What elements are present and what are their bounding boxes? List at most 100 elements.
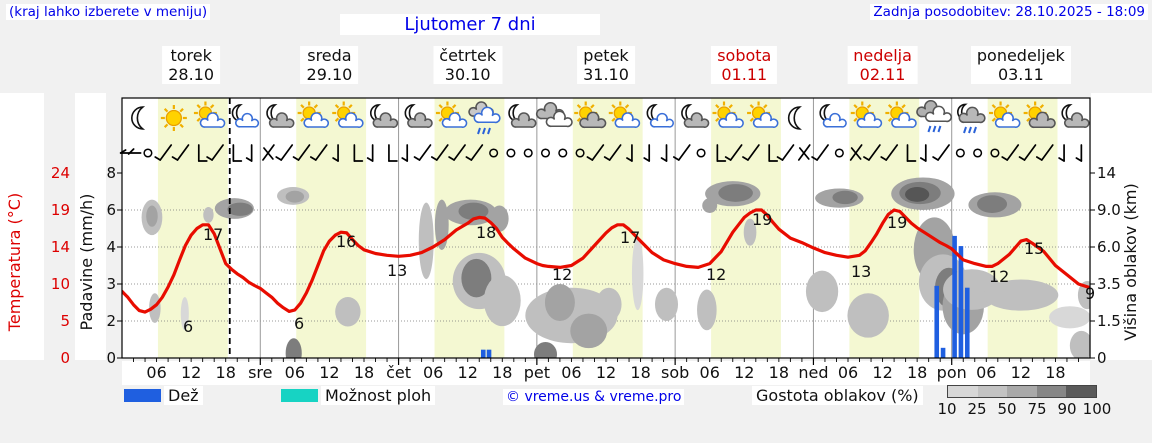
temp-tick: 24 [51,164,70,182]
density-segment [977,386,1008,397]
rain-bar [934,285,940,358]
temp-tick: 10 [51,275,70,293]
day-header-nedelja: nedelja 02.11 [847,46,918,84]
cloud-blob [570,313,608,349]
wind-barb [388,144,398,162]
wind-barb [672,144,691,161]
cloud-blob [483,275,521,327]
density-label: 90 [1057,400,1077,418]
wind-barb [811,144,829,161]
wind-barb [1018,144,1037,161]
temperature-curve [122,208,1090,314]
cloud-blob [458,202,489,220]
cloud-tick: 0 [1097,349,1107,367]
wind-barb [292,144,311,161]
wind-barb [119,148,142,155]
temperature-value-label: 6 [183,317,193,336]
wind-barb [643,144,651,162]
wind-barb [309,144,328,161]
hour-label: 06 [561,363,581,382]
rain-bar [480,349,486,358]
day-name: petek [583,46,629,65]
precip-tick: 0 [106,349,116,367]
weather-icon-moon-cloud [231,104,260,128]
cloud-blob [1069,330,1090,358]
wind-barb [990,148,1000,158]
weather-icon-gray-rain [916,99,953,133]
day-date: 30.10 [444,65,491,84]
cloud-blob [418,202,434,280]
temperature-value-label: 15 [1024,239,1044,258]
wind-barb [919,144,927,162]
wind-barb [506,148,516,158]
hour-label: 12 [319,363,339,382]
wind-barb [540,148,551,158]
wind-barb [768,144,779,162]
day-date: 31.10 [583,65,629,84]
hour-label: 06 [423,363,443,382]
day-header-sobota: sobota 01.11 [711,46,778,84]
wind-barb [955,148,965,158]
cloud-blob [461,258,492,298]
wind-barb [232,144,243,162]
hour-label: 18 [354,363,374,382]
day-abbrev-label: čet [386,363,411,382]
cloud-blob [631,237,644,311]
daylight-band [157,98,228,358]
precip-tick: 8 [106,164,116,182]
hour-label: 18 [216,363,236,382]
density-label: 100 [1082,400,1112,418]
wind-barb [171,144,190,161]
hour-label: 18 [1045,363,1065,382]
wind-barb [696,148,706,158]
density-segment [1036,386,1067,397]
daylight-band [987,98,1058,358]
wind-barb [1035,144,1054,161]
wind-barb [143,148,153,158]
wind-barb [1058,144,1065,162]
wind-barb [523,148,533,158]
weather-icon-sun-cloud [712,101,744,128]
precip-tick: 4 [106,238,116,256]
temp-tick: 0 [60,349,70,367]
day-date: 29.10 [306,65,353,84]
cloud-blob [335,296,361,327]
day-name: torek [170,46,212,65]
daylight-bands [157,98,1058,358]
menu-note: (kraj lahko izberete v meniju) [6,4,211,20]
day-abbrev-label: pet [524,363,550,382]
rain-bar [964,287,970,358]
wind-barb [430,144,449,161]
weather-icon-moon-cloud [819,104,847,128]
cloud-blob [533,341,558,358]
hour-label: 12 [734,363,754,382]
weather-icon-sun-cloud [850,101,883,128]
day-header-četrtek: četrtek 30.10 [433,46,503,84]
weather-icon-moon [131,106,146,130]
hour-label: 12 [1011,363,1031,382]
wind-barbs-row [119,144,1083,162]
hour-label: 18 [630,363,650,382]
cloud-blob [805,270,839,313]
weather-icon-sun-cloud [435,101,468,128]
weather-icon-moon-gcloud [681,104,710,128]
cloud-blob [227,202,253,216]
wind-barb [880,144,899,161]
day-name: sobota [717,46,772,65]
day-date: 28.10 [168,65,215,84]
wind-barb [465,144,484,161]
wind-barb [575,148,585,158]
weather-icon-moon-gcloud [404,104,433,128]
wind-barb [1075,144,1083,162]
page-title: Ljutomer 7 dni [340,14,600,35]
cloud-blob [180,296,189,331]
copyright-link[interactable]: © vreme.us & vreme.pro [503,389,685,405]
cloud-tick: 1.5 [1097,312,1121,330]
density-label: 25 [967,400,987,418]
temperature-value-label: 19 [752,210,772,229]
cloud-blob [654,287,679,321]
weather-icon-rain [468,101,501,135]
wind-barb [558,148,568,158]
cloud-tick: 6.0 [1097,238,1121,256]
